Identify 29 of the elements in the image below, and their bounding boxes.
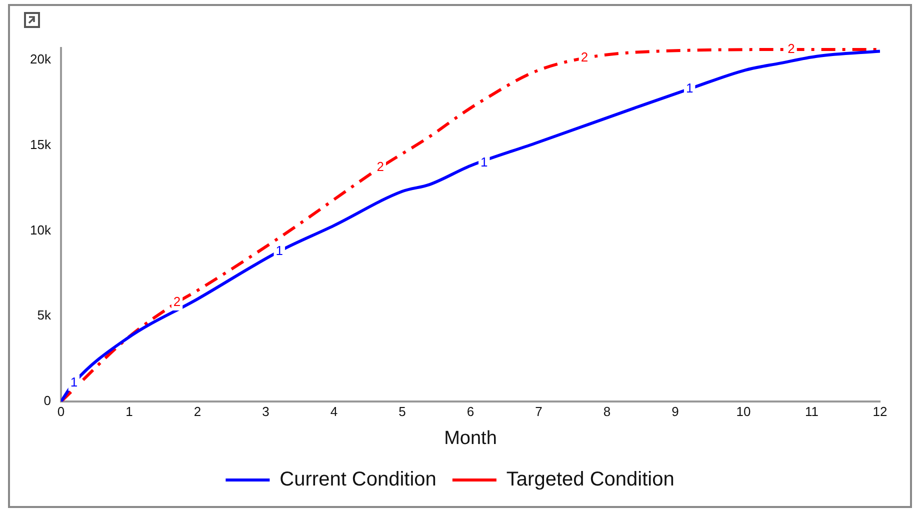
x-tick-label: 12 <box>872 404 888 419</box>
annotation: 2 <box>173 294 181 310</box>
x-tick-label: 2 <box>194 404 202 419</box>
x-tick-label: 3 <box>262 404 270 419</box>
annotation: 1 <box>686 80 694 96</box>
annotation: 1 <box>276 242 283 258</box>
x-tick-label: 1 <box>126 404 133 419</box>
x-tick-label: 8 <box>603 404 611 419</box>
legend-label: Targeted Condition <box>506 468 674 491</box>
y-tick-label: 5k <box>37 308 52 323</box>
legend-label: Current Condition <box>280 468 436 491</box>
y-tick-label: 20k <box>30 51 52 66</box>
annotation: 1 <box>70 374 78 390</box>
x-tick-label: 9 <box>672 404 679 419</box>
y-tick-label: 10k <box>30 222 52 238</box>
x-tick-label: 4 <box>330 404 338 419</box>
x-tick-label: 7 <box>535 404 542 419</box>
annotation: 2 <box>580 50 588 65</box>
y-tick-label: 15k <box>30 136 52 152</box>
x-tick-label: 6 <box>466 404 474 419</box>
annotation: 1 <box>480 154 488 170</box>
annotation: 2 <box>788 41 795 56</box>
annotation: 2 <box>376 159 384 174</box>
x-tick-label: 10 <box>736 404 751 419</box>
x-axis-title: Month <box>444 428 497 449</box>
x-tick-label: 5 <box>398 404 406 419</box>
y-tick-label: 0 <box>44 393 51 408</box>
x-tick-label: 0 <box>57 404 65 419</box>
x-tick-label: 11 <box>804 404 818 419</box>
